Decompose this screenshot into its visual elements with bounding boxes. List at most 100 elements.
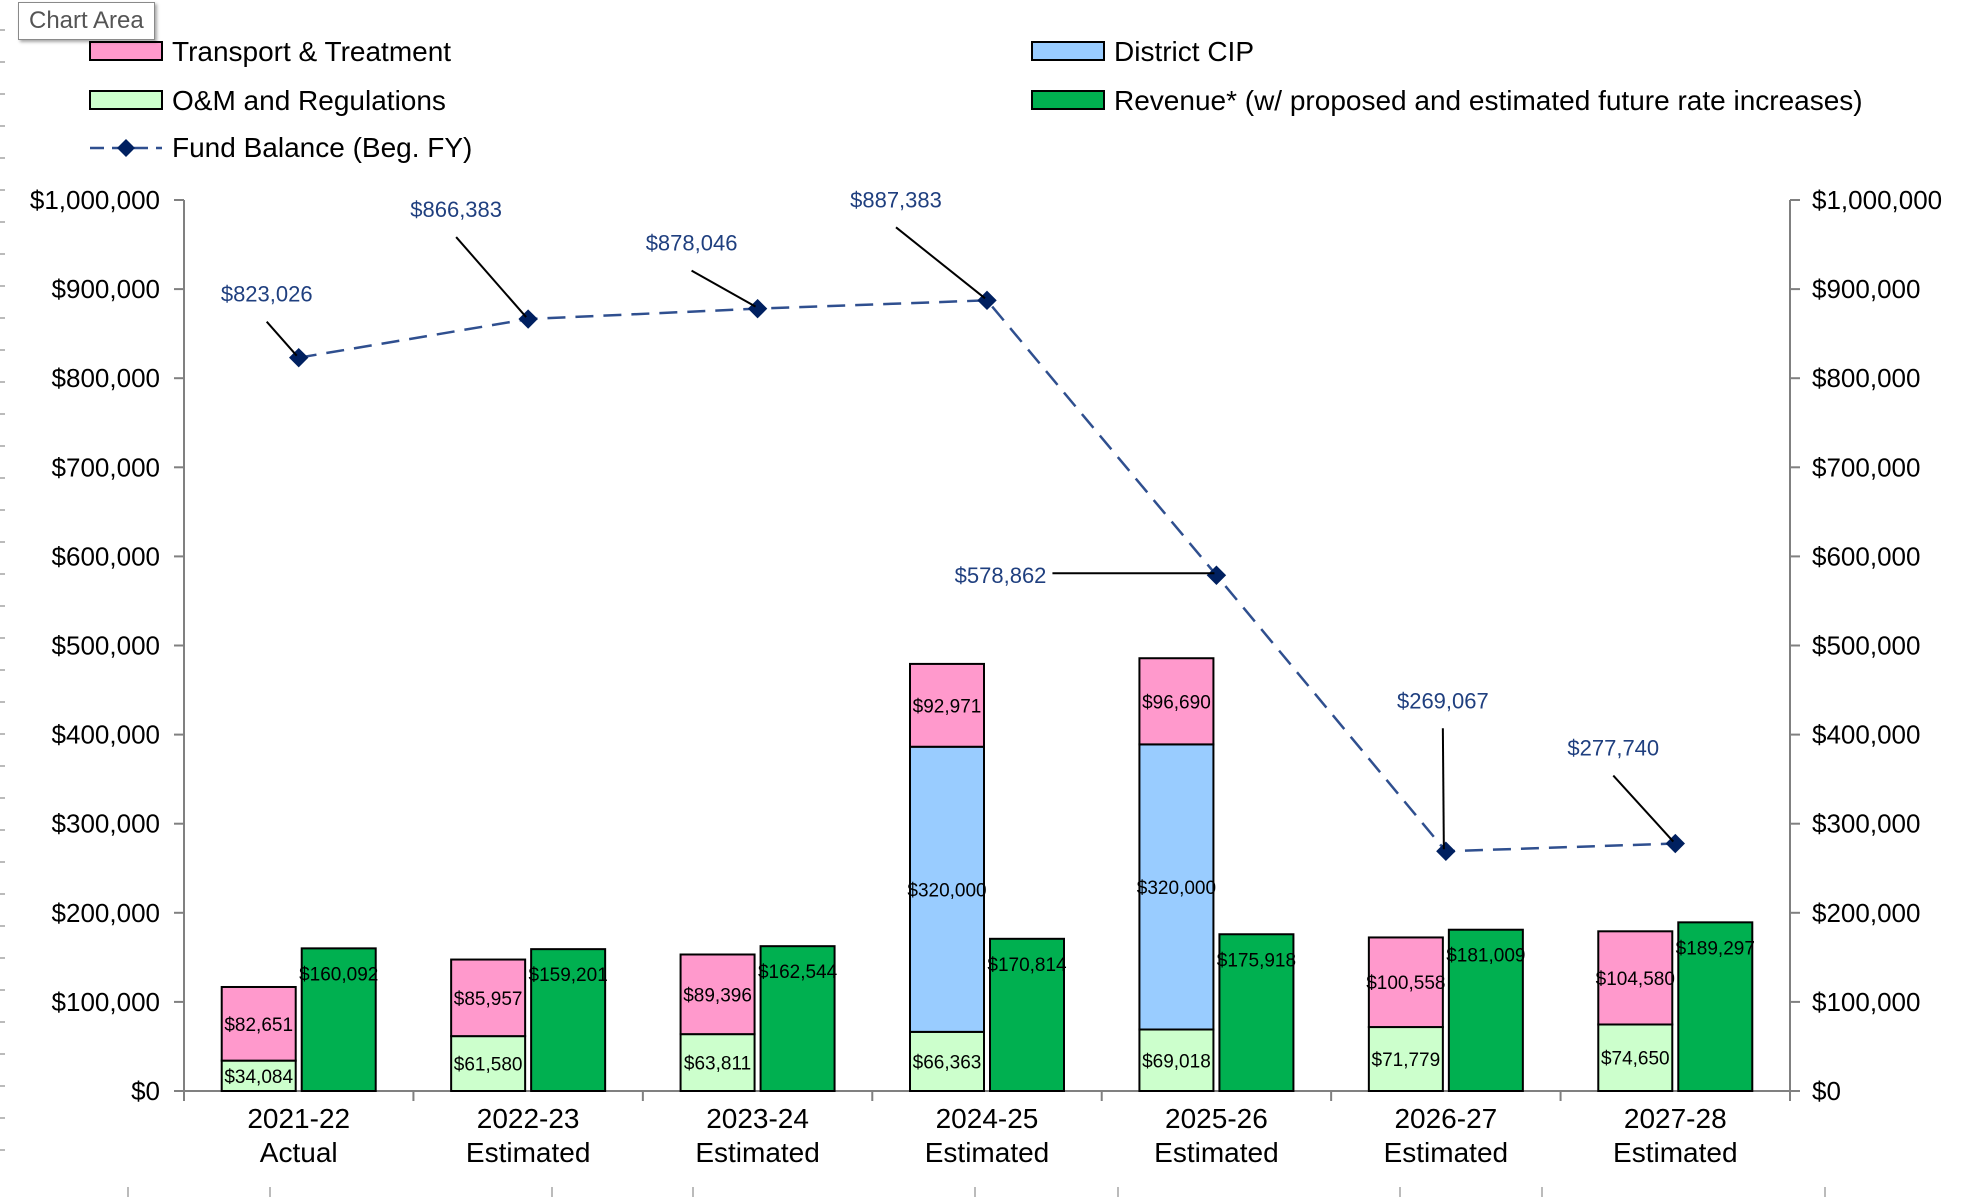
- right-tick-label: $400,000: [1812, 720, 1920, 750]
- x-tick-label: 2026-27: [1394, 1103, 1497, 1134]
- revenue-data-label: $162,544: [758, 962, 838, 983]
- legend-swatch: [1031, 90, 1105, 110]
- leader-line: [1612, 774, 1675, 843]
- stacked-bar-segment: [909, 1030, 985, 1093]
- stacked-bar-segment: [1367, 936, 1444, 1029]
- x-tick-sublabel: Actual: [260, 1137, 338, 1168]
- right-tick-label: $300,000: [1812, 809, 1920, 839]
- left-tick-label: $800,000: [52, 363, 160, 393]
- fund-balance-line: [289, 290, 1685, 861]
- left-tick-label: $200,000: [52, 898, 160, 928]
- stacked-bar-segment: [1138, 1028, 1215, 1093]
- left-tick-label: $400,000: [52, 720, 160, 750]
- x-tick-sublabel: Estimated: [695, 1137, 820, 1168]
- revenue-bar: [1447, 928, 1524, 1093]
- stacked-bar-segment: [1138, 657, 1215, 746]
- fund-balance-data-label: $277,740: [1567, 736, 1659, 761]
- stacked-bar-segment: [450, 1035, 527, 1092]
- bar-data-label: $34,084: [224, 1067, 293, 1088]
- revenue-data-label: $181,009: [1446, 946, 1525, 967]
- right-tick-label: $1,000,000: [1812, 185, 1942, 215]
- bar-data-label: $63,811: [684, 1054, 751, 1075]
- right-tick-label: $500,000: [1812, 631, 1920, 661]
- right-tick-label: $700,000: [1812, 452, 1920, 482]
- revenue-data-label: $189,297: [1676, 938, 1755, 959]
- legend-label: Transport & Treatment: [172, 36, 451, 67]
- bar-data-label: $85,957: [454, 989, 523, 1010]
- right-tick-label: $800,000: [1812, 363, 1920, 393]
- revenue-bar: [1677, 921, 1754, 1092]
- bar-data-label: $89,396: [683, 985, 752, 1006]
- x-tick-label: 2025-26: [1165, 1103, 1268, 1134]
- fund-balance-data-label: $269,067: [1397, 688, 1489, 713]
- fund-balance-data-label: $578,862: [955, 563, 1047, 588]
- stacked-bar-segment: [1597, 930, 1674, 1026]
- legend: Transport & Treatment District CIP O&M and…: [89, 36, 1863, 163]
- legend-swatch: [89, 90, 163, 110]
- left-tick-label: $600,000: [52, 541, 160, 571]
- x-tick-label: 2023-24: [706, 1103, 809, 1134]
- data-labels: $34,084 $82,651 $61,580 $85,957 $63,811 $89,3…: [221, 187, 1755, 1087]
- revenue-bar: [1218, 933, 1295, 1093]
- revenue-bar: [759, 945, 836, 1092]
- bars: [220, 657, 1754, 1093]
- legend-swatch: [1031, 41, 1105, 61]
- legend-swatch: [89, 41, 163, 61]
- fund-balance-data-label: $878,046: [646, 231, 738, 256]
- left-tick-label: $900,000: [52, 274, 160, 304]
- right-tick-label: $600,000: [1812, 541, 1920, 571]
- left-tick-label: $300,000: [52, 809, 160, 839]
- revenue-bar: [530, 948, 607, 1092]
- axes: $0 $100,000 $200,000 $300,000 $400,000 $500,0…: [0, 29, 1942, 1197]
- revenue-data-label: $160,092: [299, 964, 378, 985]
- stacked-bar-segment: [679, 953, 756, 1036]
- stacked-bar-segment: [1138, 743, 1215, 1031]
- x-tick-label: 2024-25: [936, 1103, 1039, 1134]
- leader-line: [1441, 728, 1445, 850]
- bar-data-label: $61,580: [454, 1055, 523, 1076]
- bar-data-label: $104,580: [1596, 969, 1675, 990]
- x-tick-sublabel: Estimated: [925, 1137, 1050, 1168]
- stacked-bar-segment: [909, 745, 985, 1033]
- bar-data-label: $92,971: [913, 696, 982, 717]
- right-tick-label: $900,000: [1812, 274, 1920, 304]
- legend-label: District CIP: [1114, 36, 1254, 67]
- bar-data-label: $71,779: [1372, 1050, 1441, 1071]
- left-tick-label: $1,000,000: [30, 185, 160, 215]
- revenue-bar: [300, 947, 377, 1092]
- leader-line: [691, 269, 757, 308]
- bar-data-label: $66,363: [913, 1052, 982, 1073]
- x-tick-sublabel: Estimated: [1154, 1137, 1279, 1168]
- right-tick-label: $100,000: [1812, 987, 1920, 1017]
- legend-label: O&M and Regulations: [172, 85, 446, 116]
- stacked-bar-segment: [909, 662, 985, 748]
- x-tick-sublabel: Estimated: [466, 1137, 591, 1168]
- leader-line: [265, 321, 298, 357]
- fund-balance-data-label: $823,026: [221, 282, 313, 307]
- x-tick-sublabel: Estimated: [1384, 1137, 1509, 1168]
- bar-data-label: $82,651: [224, 1015, 293, 1036]
- revenue-data-label: $159,201: [529, 965, 608, 986]
- legend-marker: [117, 139, 135, 157]
- chart-area-tooltip: Chart Area: [18, 2, 155, 40]
- fund-balance-data-label: $866,383: [410, 197, 502, 222]
- leader-line: [455, 236, 527, 318]
- stacked-bar-segment: [679, 1033, 756, 1093]
- x-tick-label: 2021-22: [247, 1103, 350, 1134]
- fund-balance-data-label: $887,383: [850, 187, 942, 212]
- revenue-data-label: $170,814: [987, 955, 1067, 976]
- right-tick-label: $200,000: [1812, 898, 1920, 928]
- stacked-bar-segment: [450, 958, 527, 1038]
- stacked-bar-segment: [220, 985, 297, 1062]
- right-tick-label: $0: [1812, 1076, 1841, 1106]
- bar-data-label: $320,000: [907, 880, 986, 901]
- x-tick-label: 2022-23: [477, 1103, 580, 1134]
- bar-data-label: $100,558: [1366, 973, 1445, 994]
- bar-data-label: $96,690: [1142, 692, 1211, 713]
- x-tick-sublabel: Estimated: [1613, 1137, 1738, 1168]
- left-tick-label: $700,000: [52, 452, 160, 482]
- revenue-data-label: $175,918: [1217, 950, 1296, 971]
- stacked-bar-segment: [1367, 1026, 1444, 1093]
- legend-label: Revenue* (w/ proposed and estimated futu…: [1114, 85, 1863, 116]
